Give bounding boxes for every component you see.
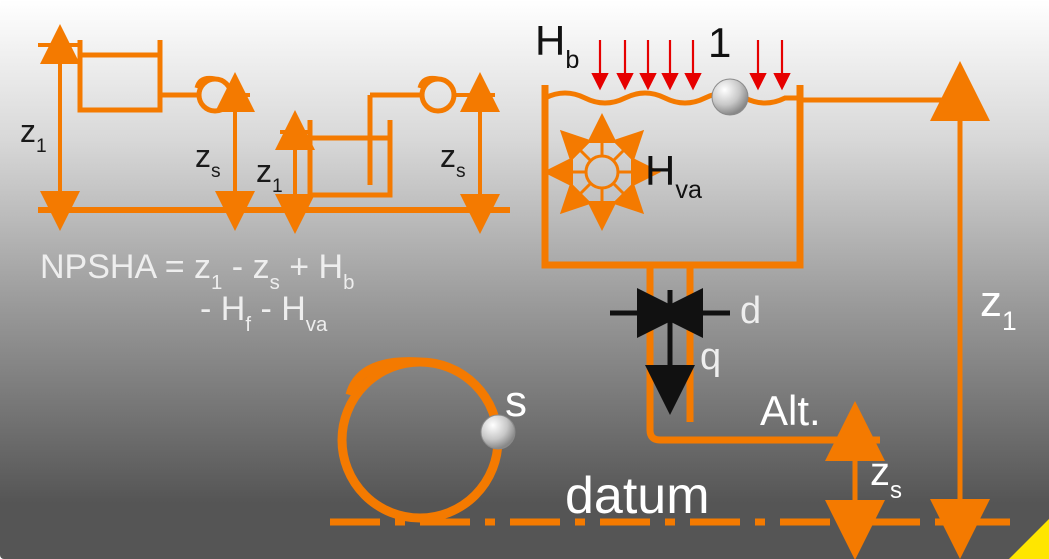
alt-label: Alt. [760, 390, 821, 432]
hva-label: Hva [645, 150, 702, 200]
formula-line2: - Hf - Hva [200, 292, 327, 332]
mini-2 [310, 78, 454, 195]
mini1-zs-label: zs [195, 140, 221, 179]
s-label: s [505, 380, 527, 424]
hb-arrows [600, 40, 782, 75]
mini1-z1-label: z1 [20, 115, 47, 154]
hb-label: Hb [535, 20, 579, 70]
formula-line1: NPSHA = z1 - zs + Hb [40, 250, 354, 290]
mini2-zs-label: zs [440, 140, 466, 179]
mini1-zs-dim [228, 95, 250, 195]
pump-main [342, 362, 498, 518]
mini2-z1-dim [280, 132, 310, 198]
datum-label: datum [565, 470, 710, 522]
point-1-ball [712, 79, 748, 115]
diagram-canvas: z1 zs z1 zs NPSHA = z1 - zs + Hb - Hf - … [0, 0, 1049, 559]
z1-main-label: z1 [980, 280, 1017, 330]
hva-symbol [570, 140, 634, 204]
mini2-z1-label: z1 [256, 155, 283, 194]
zs-main-label: zs [870, 452, 902, 499]
mini-1 [80, 40, 231, 111]
one-label: 1 [708, 22, 731, 64]
d-label: d [740, 292, 761, 330]
q-label: q [700, 338, 721, 376]
corner-accent [1009, 519, 1049, 559]
